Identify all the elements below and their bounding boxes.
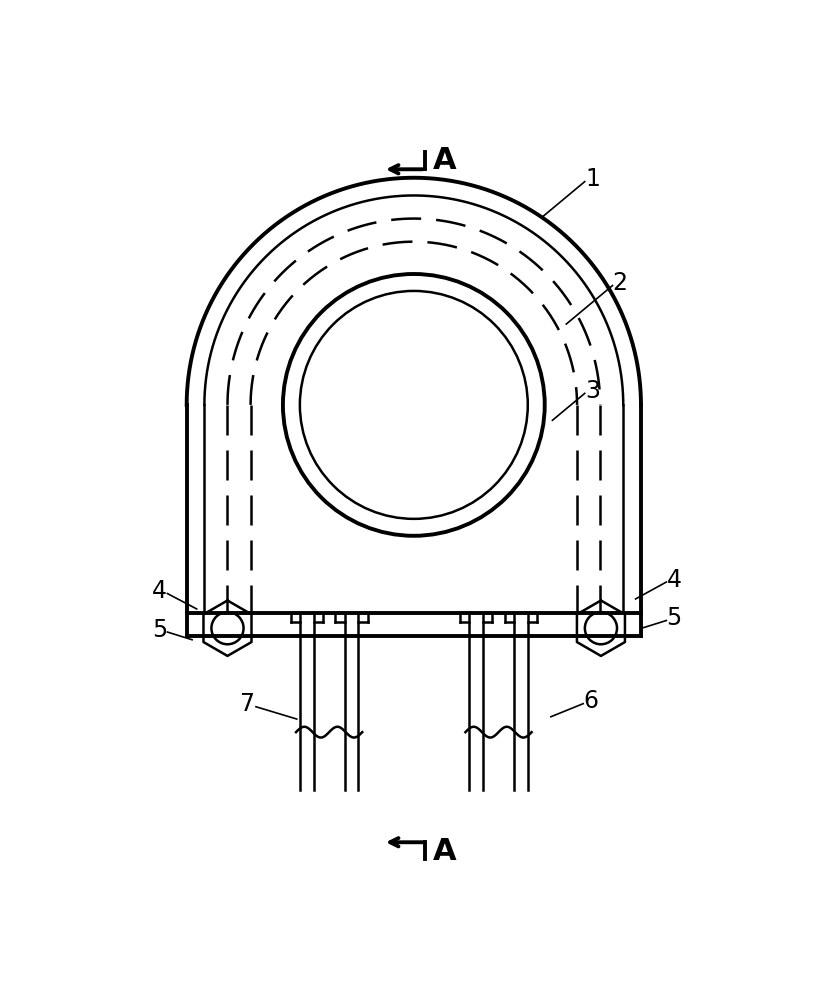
Text: 2: 2: [613, 271, 627, 295]
Text: A: A: [433, 837, 456, 866]
Text: 5: 5: [666, 606, 681, 630]
Text: A: A: [433, 146, 456, 175]
Text: 6: 6: [583, 689, 598, 713]
Text: 7: 7: [239, 692, 254, 716]
Text: 4: 4: [666, 568, 681, 592]
Text: 4: 4: [152, 579, 167, 603]
Text: 1: 1: [585, 167, 600, 191]
Text: 5: 5: [152, 618, 168, 642]
Text: 3: 3: [585, 379, 600, 403]
